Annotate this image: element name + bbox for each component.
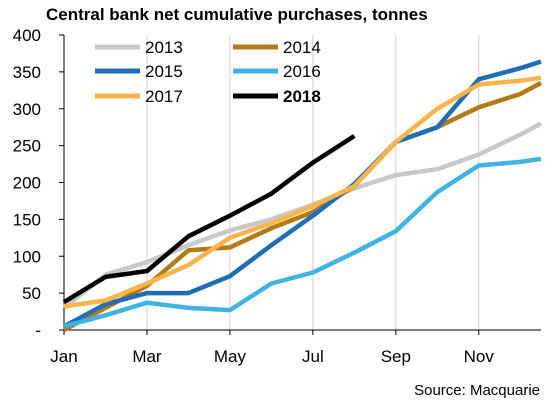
legend-label-2014: 2014 (283, 38, 321, 57)
y-tick-label-200: 200 (13, 174, 41, 193)
series-lines (62, 59, 543, 332)
series-line-2018 (62, 134, 356, 304)
y-tick-label-250: 250 (13, 137, 41, 156)
y-tick-label-0: - (35, 321, 41, 340)
legend-label-2016: 2016 (283, 62, 321, 81)
legend-label-2015: 2015 (145, 62, 183, 81)
y-tick-label-100: 100 (13, 247, 41, 266)
legend-label-2018: 2018 (283, 87, 321, 106)
x-tick-label-sep: Sep (381, 347, 411, 366)
legend: 2013 2014 2015 2016 2017 2018 (95, 38, 321, 106)
legend-label-2017: 2017 (145, 87, 183, 106)
y-tick-label-400: 400 (13, 26, 41, 45)
series-line-2015 (62, 59, 542, 329)
x-ticks: Jan Mar May Jul Sep Nov (50, 330, 494, 366)
y-ticks: - 50 100 150 200 250 300 350 400 (13, 26, 64, 340)
y-tick-label-300: 300 (13, 100, 41, 119)
chart-title: Central bank net cumulative purchases, t… (46, 5, 428, 24)
x-tick-label-jan: Jan (50, 347, 77, 366)
x-tick-label-nov: Nov (464, 347, 495, 366)
series-line-2016 (63, 156, 542, 329)
source-note: Source: Macquarie (414, 382, 540, 399)
series-line-2017 (63, 75, 542, 309)
y-tick-label-350: 350 (13, 63, 41, 82)
y-tick-label-150: 150 (13, 210, 41, 229)
x-tick-label-may: May (214, 347, 247, 366)
x-tick-label-jul: Jul (302, 347, 324, 366)
x-tick-label-mar: Mar (132, 347, 162, 366)
y-tick-label-50: 50 (22, 284, 41, 303)
legend-label-2013: 2013 (145, 38, 183, 57)
